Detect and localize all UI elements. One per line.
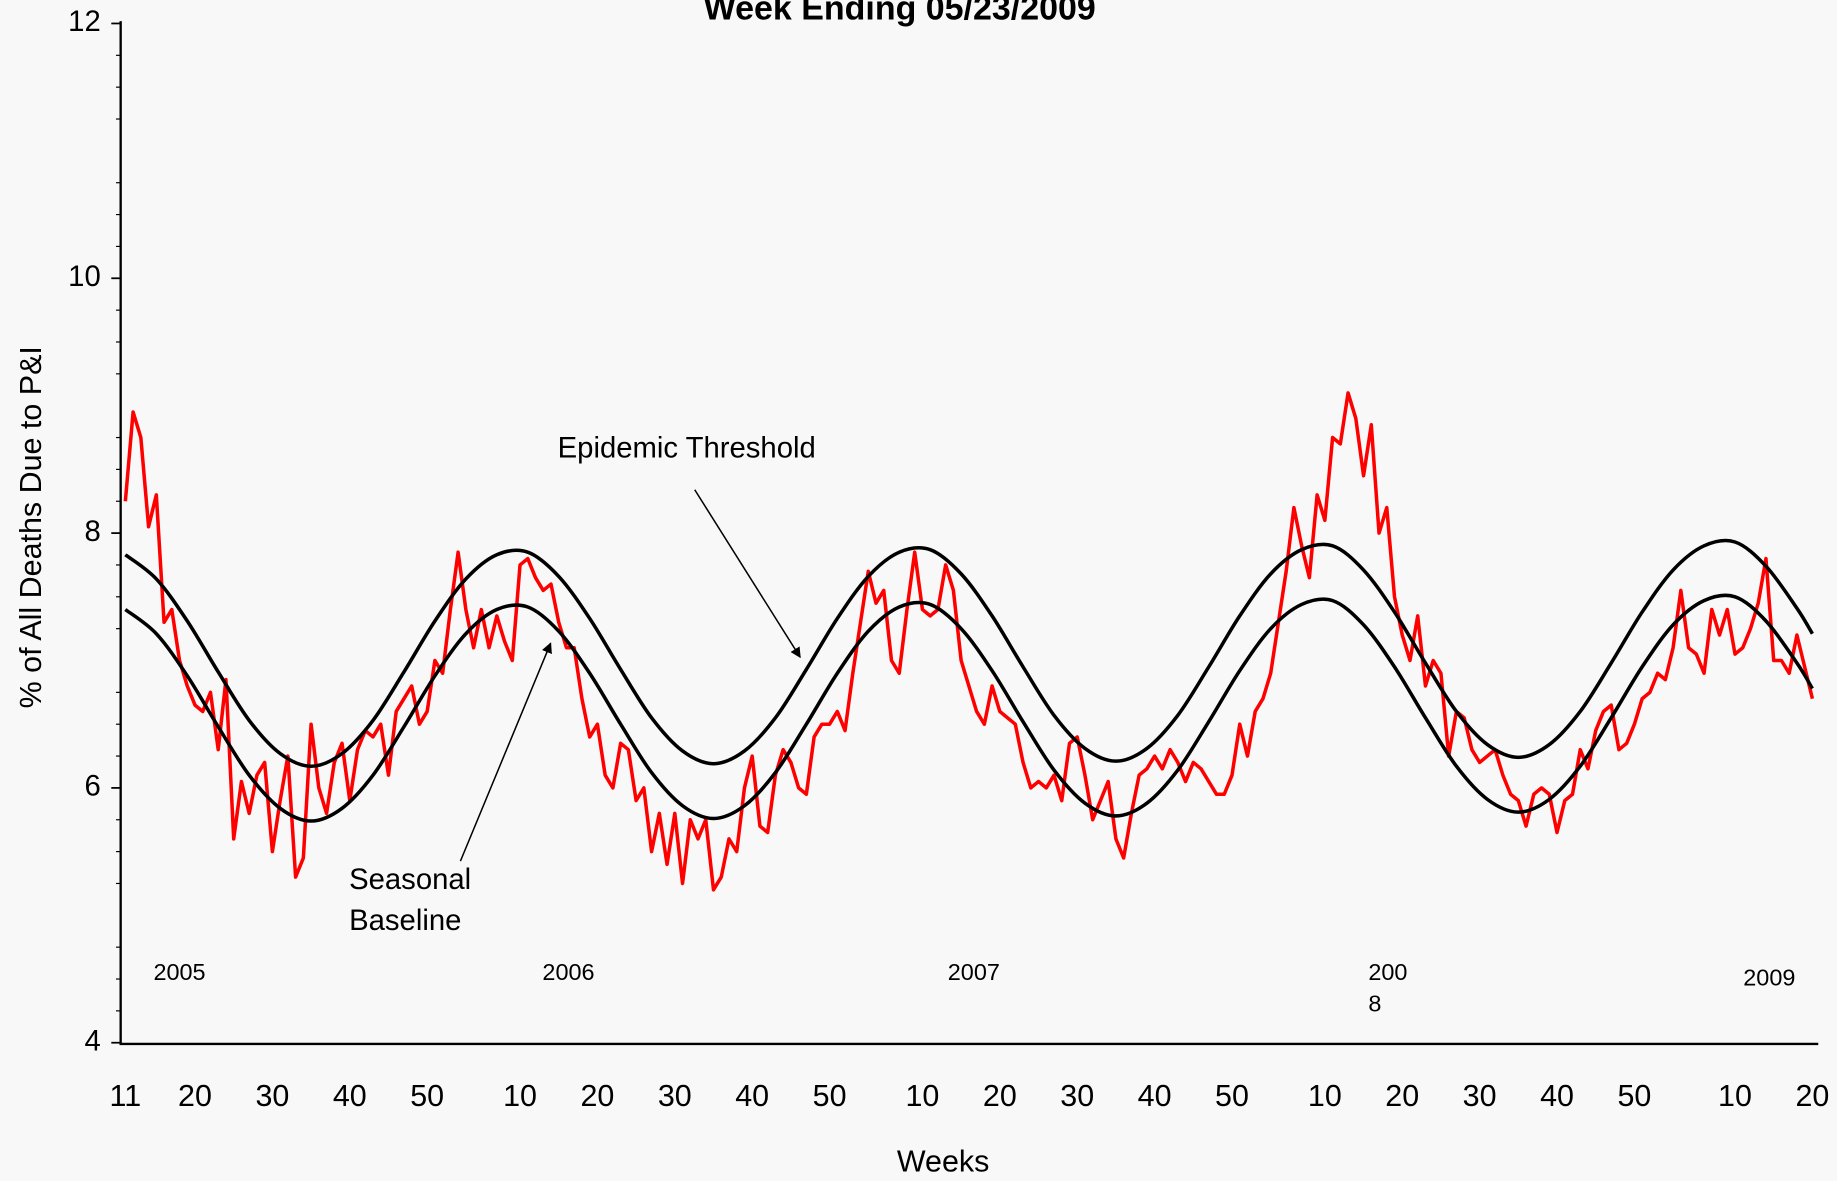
x-tick-label: 40 <box>735 1079 769 1113</box>
x-tick-label: 40 <box>1540 1079 1574 1113</box>
curve-line <box>124 593 1814 823</box>
x-tick-label: 10 <box>1308 1079 1342 1113</box>
chart-title: Week Ending 05/23/2009 <box>704 0 1096 28</box>
y-tick-label: 10 <box>68 260 101 293</box>
y-tick-label: 12 <box>68 5 101 38</box>
annotation: Epidemic Threshold <box>558 432 816 465</box>
y-tick-label: 4 <box>84 1024 100 1057</box>
data-line <box>123 391 1815 892</box>
annotation-arrow <box>459 642 552 862</box>
y-tick-label: 6 <box>84 770 100 803</box>
annotation: Seasonal <box>349 863 471 896</box>
curve-line <box>124 538 1814 769</box>
x-tick-label: 30 <box>1060 1079 1094 1113</box>
x-tick-label: 50 <box>1617 1079 1651 1113</box>
y-axis-label: % of All Deaths Due to P&I <box>14 346 48 708</box>
y-tick-label: 8 <box>84 515 100 548</box>
x-tick-label: 10 <box>906 1079 940 1113</box>
x-tick-label: 20 <box>580 1079 614 1113</box>
x-tick-label: 40 <box>1138 1079 1172 1113</box>
x-tick-label: 20 <box>178 1079 212 1113</box>
x-axis-label: Weeks <box>897 1144 990 1178</box>
x-tick-label: 30 <box>658 1079 692 1113</box>
x-tick-label: 20 <box>1385 1079 1419 1113</box>
x-tick-label: 30 <box>255 1079 289 1113</box>
x-tick-label: 50 <box>410 1079 444 1113</box>
year-label: 200 <box>1368 959 1407 985</box>
annotation: Baseline <box>349 904 461 937</box>
year-label: 2005 <box>153 959 205 985</box>
year-label: 2006 <box>542 959 594 985</box>
x-tick-label: 40 <box>333 1079 367 1113</box>
x-tick-label: 10 <box>1718 1079 1752 1113</box>
year-label: 2007 <box>948 959 1000 985</box>
x-tick-label: 11 <box>110 1079 142 1113</box>
x-tick-label: 20 <box>983 1079 1017 1113</box>
x-tick-label: 30 <box>1463 1079 1497 1113</box>
annotation-arrow <box>694 489 801 659</box>
x-tick-label: 50 <box>813 1079 847 1113</box>
x-tick-label: 20 <box>1795 1079 1829 1113</box>
year-label: 2009 <box>1743 965 1795 991</box>
year-label: 8 <box>1368 990 1381 1016</box>
x-tick-label: 10 <box>503 1079 537 1113</box>
x-tick-label: 50 <box>1215 1079 1249 1113</box>
